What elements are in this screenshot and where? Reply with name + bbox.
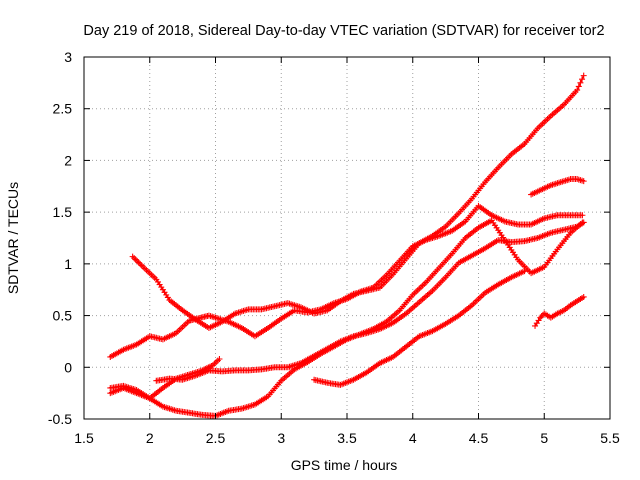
data-point: [580, 178, 587, 185]
data-point: [537, 314, 544, 321]
data-point: [579, 212, 586, 219]
x-tick-label: 5: [540, 430, 548, 446]
series-track-6: [311, 268, 528, 388]
series-track-1: [107, 202, 586, 360]
data-point: [579, 76, 586, 83]
y-tick-label: 0: [64, 359, 72, 375]
data-point: [521, 268, 528, 275]
series-track-3: [107, 217, 586, 419]
series-track-5: [107, 356, 223, 402]
series-track-7: [528, 176, 587, 198]
x-tick-label: 3.5: [337, 430, 357, 446]
data-point: [574, 87, 581, 94]
series-line: [110, 205, 583, 358]
y-tick-label: 0.5: [53, 308, 73, 324]
x-tick-label: 1.5: [74, 430, 94, 446]
y-tick-label: 1.5: [53, 204, 73, 220]
series-track-8: [532, 293, 587, 329]
x-tick-label: 2.5: [206, 430, 226, 446]
y-tick-label: -0.5: [48, 411, 72, 427]
x-tick-label: 5.5: [600, 430, 620, 446]
data-point: [580, 219, 587, 226]
series-track-4: [153, 219, 587, 384]
axis-ticks: 1.5 2 2.5 3 3.5 4 4.5 5 5.5 -0.5 0 0.5 1 1.5 2 2.5 3: [48, 49, 620, 446]
data-point: [580, 293, 587, 300]
x-tick-label: 4.5: [469, 430, 489, 446]
data-point: [216, 356, 223, 363]
series-track-2: [129, 72, 587, 331]
x-tick-label: 3: [277, 430, 285, 446]
y-tick-label: 1: [64, 256, 72, 272]
plot-area: [107, 72, 587, 419]
y-tick-label: 2: [64, 152, 72, 168]
data-point: [575, 83, 582, 90]
y-tick-label: 3: [64, 49, 72, 65]
series-line: [156, 221, 585, 382]
data-point: [577, 79, 584, 86]
y-tick-label: 2.5: [53, 101, 73, 117]
data-point: [580, 72, 587, 79]
x-tick-label: 4: [409, 430, 417, 446]
y-axis-label: SDTVAR / TECUs: [5, 182, 21, 294]
x-axis-label: GPS time / hours: [291, 457, 398, 473]
chart-title: Day 219 of 2018, Sidereal Day-to-day VTE…: [83, 23, 604, 39]
data-point: [538, 313, 545, 320]
x-tick-label: 2: [146, 430, 154, 446]
